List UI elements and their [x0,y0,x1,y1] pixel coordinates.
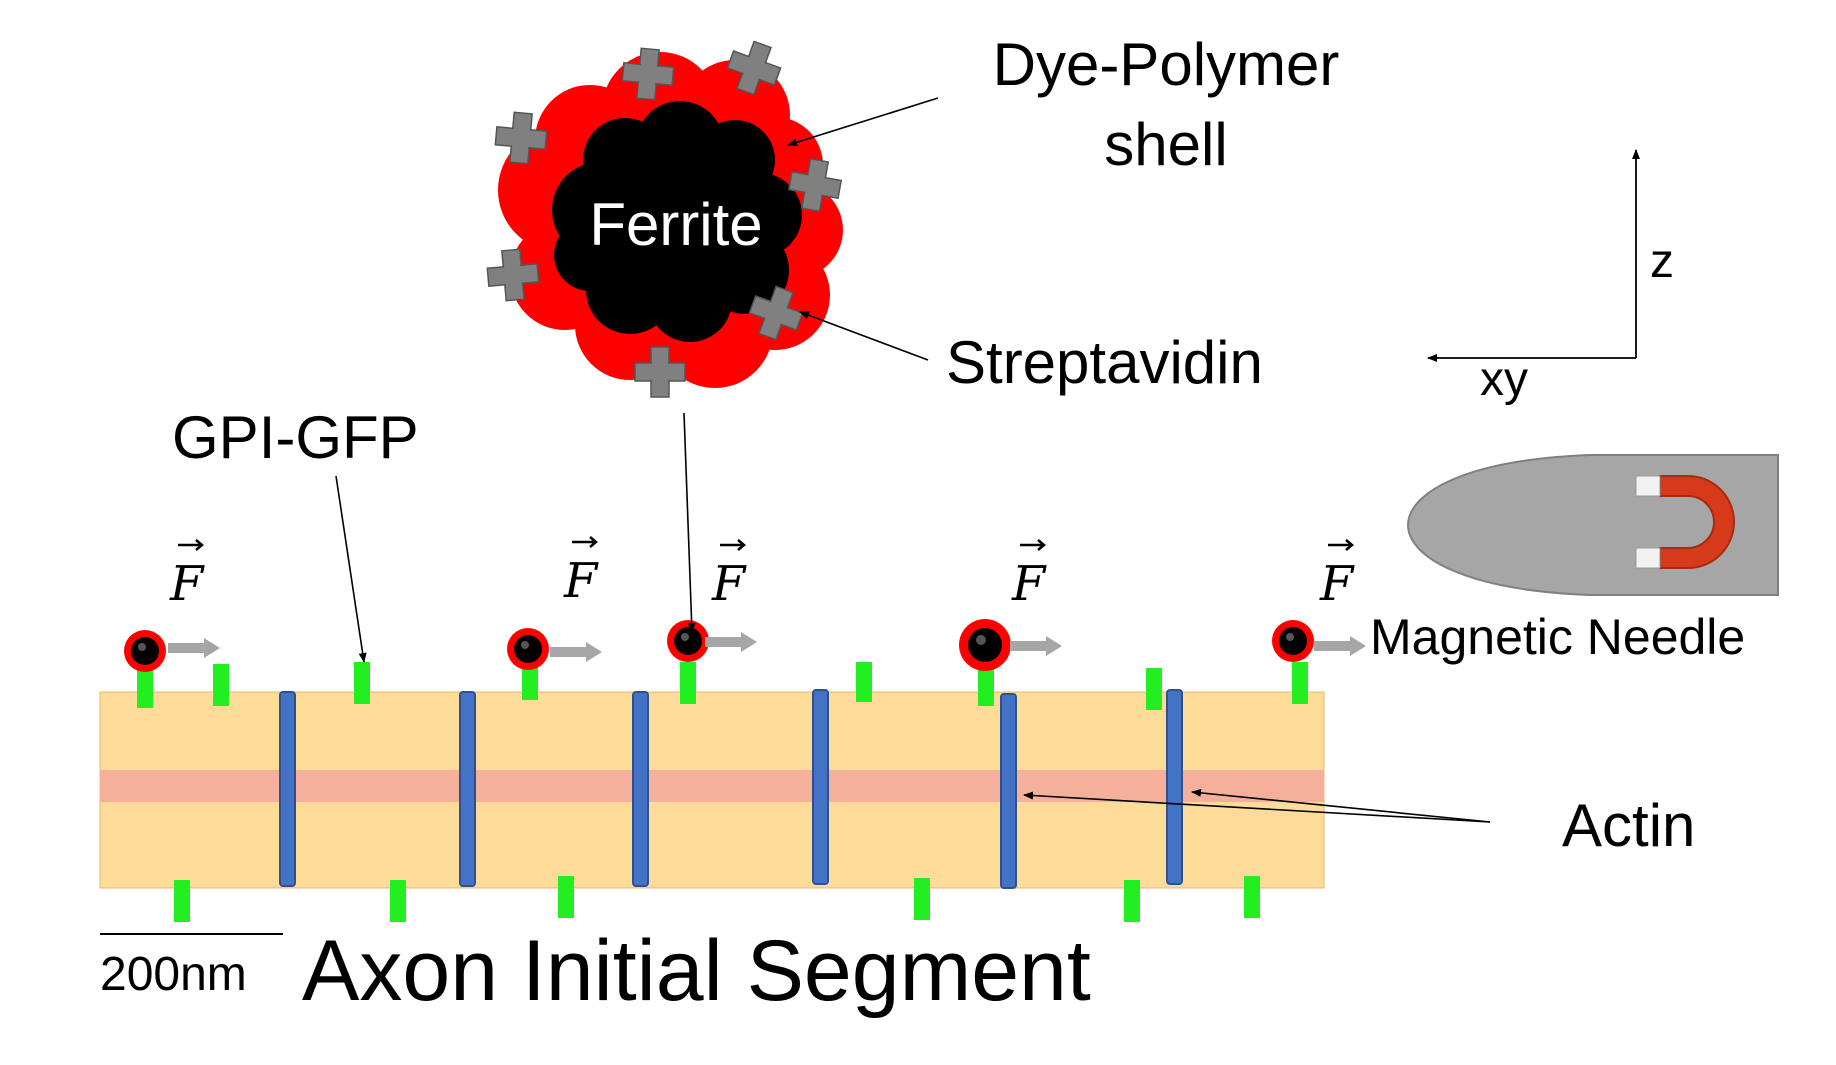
ferrite-label: Ferrite [589,191,762,258]
actin-ring [459,691,476,887]
force-arrow-icon [1314,636,1366,656]
scale-bar-label: 200nm [100,948,247,1001]
force-letter: F [1319,556,1355,612]
gfp-marker [174,880,190,922]
actin-ring [1000,693,1017,889]
streptavidin-leader [799,311,929,361]
actin-ring [632,691,649,887]
force-letter: F [711,556,747,612]
gfp-marker [856,662,872,702]
vector-arrow-icon [572,536,598,548]
force-symbol: F [1319,539,1355,612]
gfp-marker [137,668,153,708]
magnetic-needle-label: Magnetic Needle [1370,609,1745,665]
gpi-gfp-label: GPI-GFP [172,404,419,471]
gpi-gfp-leader [335,475,367,663]
gfp-marker [1292,662,1308,704]
actin-ring [812,689,829,885]
gfp-marker [390,880,406,922]
vector-arrow-icon [178,539,204,551]
gfp-marker [1146,668,1162,710]
nanoparticle-bead [667,620,709,662]
gfp-marker [1244,876,1260,918]
vector-arrow-icon [1328,539,1354,551]
force-arrow-icon [168,638,220,658]
gfp-marker [213,664,229,706]
force-arrow-icon [705,632,757,652]
force-arrow-icon [550,642,602,662]
dye-polymer-label: Dye-Polymer [993,31,1340,98]
nanoparticle-bead [959,619,1011,671]
force-symbol: F [169,539,205,612]
actin-rings [279,689,1183,889]
shell-label: shell [1104,111,1227,178]
gfp-marker [680,662,696,704]
magnetic-needle [1406,454,1779,596]
gpi-gfp-markers-bottom [174,876,1260,922]
ferrite-to-bead-leader [683,412,696,633]
actin-band [100,770,1324,802]
gfp-marker [978,664,994,706]
gfp-marker [1124,880,1140,922]
actin-ring [1166,689,1183,885]
force-letter: F [563,553,599,609]
xy-axis-label: xy [1480,353,1528,406]
force-labels: F F F F F [169,536,1355,612]
z-axis-label: z [1650,235,1674,288]
force-symbol: F [711,539,747,612]
ferrite-nanoparticle: Ferrite [485,35,845,398]
dye-polymer-leader [787,97,939,147]
actin-leader [1023,791,1491,823]
bound-nanoparticles [124,619,1366,672]
vector-arrow-icon [720,539,746,551]
actin-label: Actin [1562,792,1695,859]
nanoparticle-bead [124,630,166,672]
streptavidin-label: Streptavidin [946,329,1263,396]
gpi-gfp-markers-top [137,662,1308,710]
force-arrow-icon [1010,636,1062,656]
gfp-marker [522,662,538,700]
force-symbol: F [1011,539,1047,612]
gfp-marker [354,662,370,704]
force-letter: F [169,556,205,612]
force-letter: F [1011,556,1047,612]
leader-lines [335,97,1491,823]
axis-indicator [1427,149,1640,362]
vector-arrow-icon [1020,539,1046,551]
actin-ring [279,691,296,887]
nanoparticle-bead [1272,620,1314,662]
actin-leader [1191,788,1491,823]
horseshoe-magnet-icon [1635,475,1735,569]
gfp-marker [558,876,574,918]
force-symbol: F [563,536,599,609]
gfp-marker [914,878,930,920]
axon-segment [99,691,1325,889]
ferrite-core [552,101,802,342]
nanoparticle-bead [507,628,549,670]
page-title: Axon Initial Segment [302,923,1091,1019]
